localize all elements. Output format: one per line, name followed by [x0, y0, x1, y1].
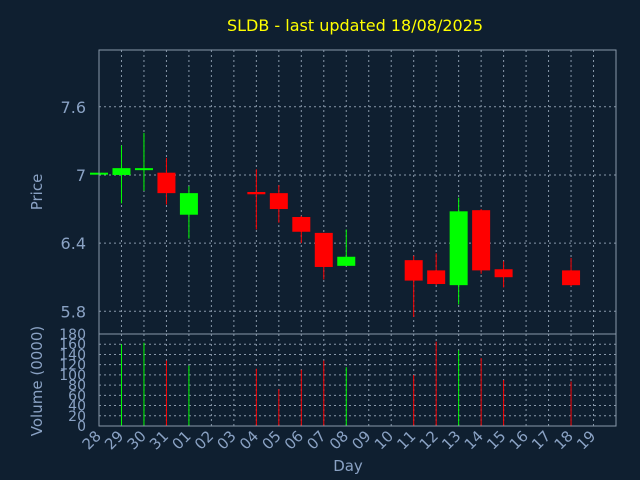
volume-tick-label: 120 — [59, 358, 86, 374]
chart-title: SLDB - last updated 18/08/2025 — [227, 16, 483, 35]
candle-body — [314, 232, 333, 267]
price-axis-label: Price — [28, 174, 46, 211]
candle-body — [337, 256, 356, 266]
price-panel: 5.8 6.4 7 7.6 — [61, 49, 617, 335]
price-tick-label: 7 — [76, 166, 86, 185]
volume-tick-label: 80 — [68, 378, 86, 394]
price-tick-label: 6.4 — [61, 234, 86, 253]
candle-body — [112, 168, 131, 175]
candle-body — [427, 270, 446, 285]
price-tick-label: 5.8 — [61, 302, 86, 321]
candle-body — [157, 172, 176, 194]
volume-tick-label: 40 — [68, 399, 86, 415]
candle-body — [269, 193, 288, 210]
volume-plot-frame — [98, 333, 617, 427]
volume-tick-label: 0 — [77, 419, 86, 435]
candle-body — [472, 210, 491, 271]
candle-body — [494, 269, 513, 278]
volume-tick-label: 140 — [59, 347, 86, 363]
day-axis-label: Day — [333, 457, 363, 475]
price-tick-label: 7.6 — [61, 98, 86, 117]
candle-body — [179, 193, 198, 215]
volume-panel: 0204060801001201401601802829303101020304… — [59, 327, 617, 453]
price-plot-frame — [98, 49, 617, 335]
day-tick-label: 19 — [573, 427, 599, 453]
volume-tick-label: 20 — [68, 409, 86, 425]
candle-body — [292, 216, 311, 232]
volume-tick-label: 60 — [68, 388, 86, 404]
candle-body — [134, 168, 153, 171]
candle-body — [404, 260, 423, 281]
candle-body — [562, 270, 581, 286]
candle-body — [247, 192, 266, 195]
volume-tick-label: 160 — [59, 337, 86, 353]
volume-axis-label: Volume (0000) — [28, 326, 46, 436]
candle-body — [449, 211, 468, 286]
volume-tick-label: 100 — [59, 368, 86, 384]
volume-tick-label: 180 — [59, 327, 86, 343]
